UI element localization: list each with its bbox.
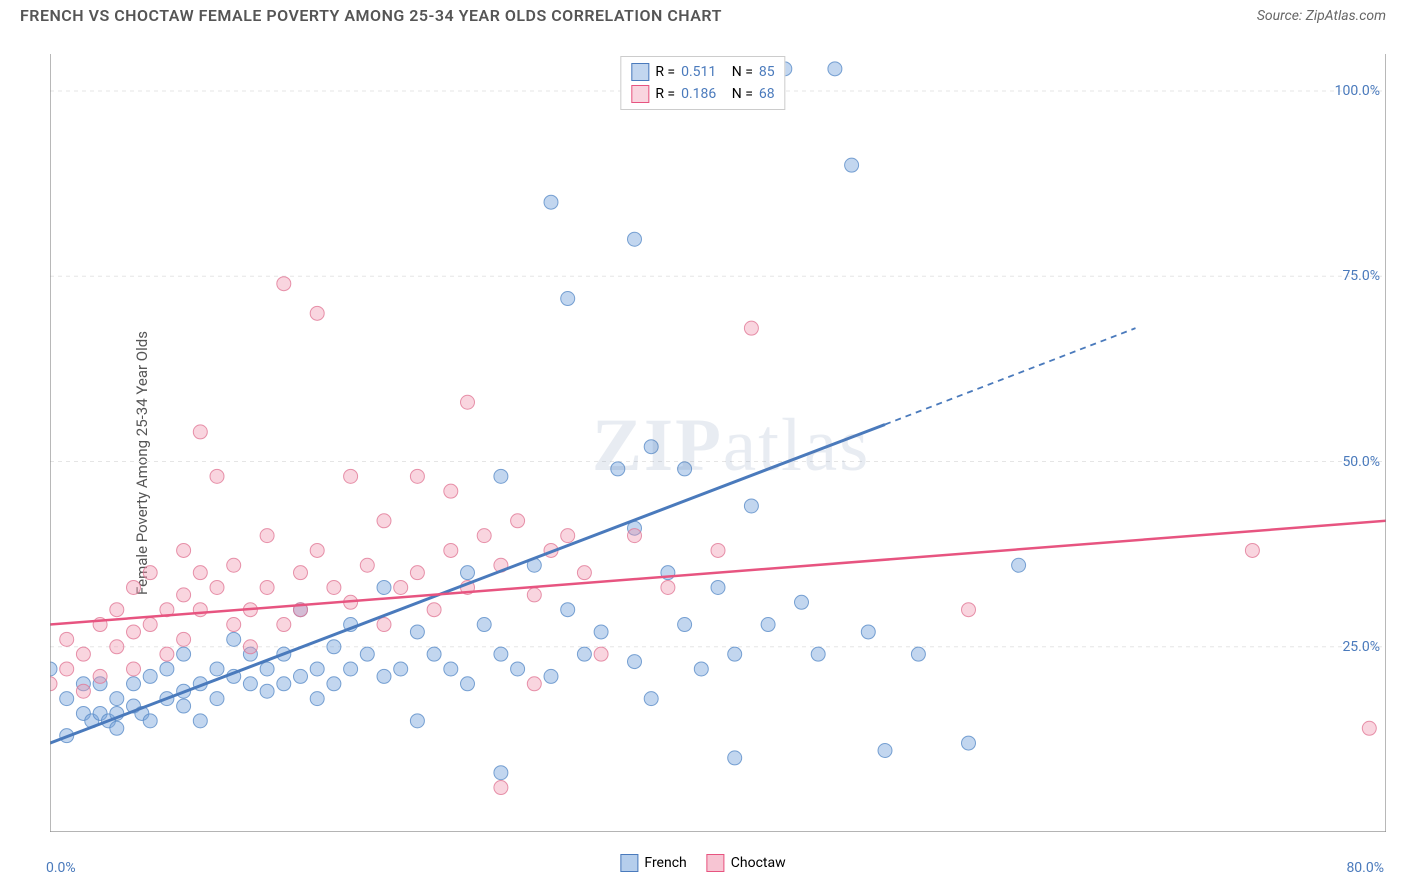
chart-source: Source: ZipAtlas.com <box>1257 8 1386 24</box>
y-tick-label: 75.0% <box>1342 268 1380 284</box>
r-label: R = <box>655 86 675 102</box>
chart-header: FRENCH VS CHOCTAW FEMALE POVERTY AMONG 2… <box>0 0 1406 25</box>
swatch-choctaw <box>631 85 649 103</box>
y-tick-label: 100.0% <box>1335 83 1380 99</box>
x-axis-max-label: 80.0% <box>1346 860 1384 876</box>
y-tick-label: 25.0% <box>1342 639 1380 655</box>
y-tick-label: 50.0% <box>1342 454 1380 470</box>
swatch-french <box>620 854 638 872</box>
legend-label: Choctaw <box>731 855 786 871</box>
r-value: 0.511 <box>681 64 716 80</box>
legend-item-french: French <box>620 854 686 872</box>
legend-row-french: R = 0.511 N = 85 <box>631 61 774 83</box>
n-value: 68 <box>759 86 775 102</box>
n-label: N = <box>732 64 753 80</box>
chart-container: Female Poverty Among 25-34 Year Olds R =… <box>0 34 1406 892</box>
r-label: R = <box>655 64 675 80</box>
r-value: 0.186 <box>681 86 716 102</box>
legend-row-choctaw: R = 0.186 N = 68 <box>631 83 774 105</box>
n-value: 85 <box>759 64 775 80</box>
chart-title: FRENCH VS CHOCTAW FEMALE POVERTY AMONG 2… <box>20 6 722 25</box>
plot-area <box>50 54 1386 832</box>
swatch-choctaw <box>707 854 725 872</box>
n-label: N = <box>732 86 753 102</box>
x-axis-min-label: 0.0% <box>46 860 76 876</box>
legend-item-choctaw: Choctaw <box>707 854 786 872</box>
correlation-legend: R = 0.511 N = 85 R = 0.186 N = 68 <box>620 56 785 110</box>
series-legend: French Choctaw <box>620 854 785 872</box>
swatch-french <box>631 63 649 81</box>
scatter-chart <box>50 54 1386 832</box>
legend-label: French <box>644 855 686 871</box>
